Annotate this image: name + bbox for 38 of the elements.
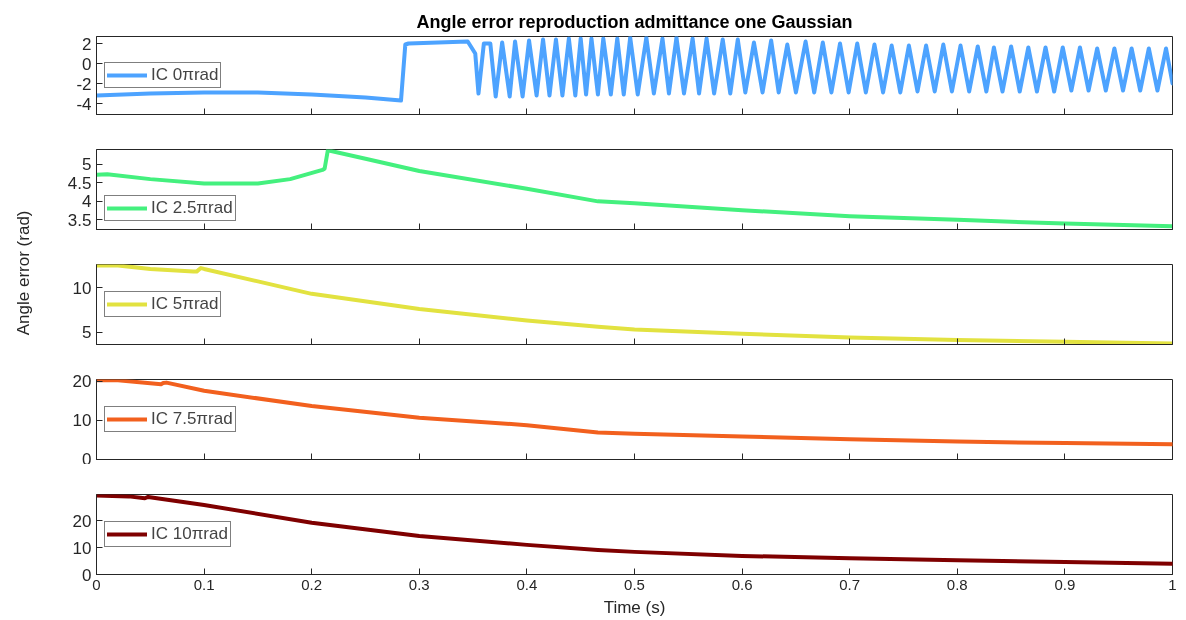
y-tick-label: 3.5 [67, 210, 92, 230]
legend-label: IC 5πrad [151, 294, 219, 314]
line-series [96, 36, 1173, 103]
line-series [96, 149, 1173, 229]
legend-label: IC 10πrad [151, 524, 228, 544]
x-tick-label: 0.7 [839, 575, 861, 593]
legend-label: IC 7.5πrad [151, 409, 233, 429]
y-tick-label: 0 [82, 54, 92, 74]
y-tick-label: 4 [82, 192, 92, 212]
x-tick-label: 1 [1168, 575, 1177, 593]
x-tick-label: 0.8 [946, 575, 968, 593]
y-tick-label: 10 [72, 278, 92, 298]
y-tick-label: 2 [82, 34, 92, 54]
x-axis-title: Time (s) [603, 597, 666, 617]
y-tick-label: 10 [72, 411, 92, 431]
y-tick-label: 5 [82, 155, 92, 175]
y-tick-label: -2 [76, 74, 92, 94]
y-axis-title: Angle error (rad) [14, 210, 34, 336]
x-tick-label: 0.2 [301, 575, 323, 593]
chart-title: Angle error reproduction admittance one Gaussian [416, 11, 853, 32]
y-tick-label: 20 [72, 511, 92, 531]
x-tick-label: 0.6 [731, 575, 753, 593]
x-tick-label: 0.1 [193, 575, 215, 593]
x-tick-label: 0.9 [1054, 575, 1076, 593]
x-tick-label: 0.3 [408, 575, 430, 593]
x-tick-label: 0.4 [516, 575, 538, 593]
legend-label: IC 2.5πrad [151, 198, 233, 218]
y-tick-label: 0 [82, 449, 92, 469]
y-tick-label: -4 [76, 94, 92, 114]
legend-label: IC 0πrad [151, 65, 219, 85]
line-series [96, 494, 1173, 566]
y-tick-label: 20 [72, 372, 92, 392]
x-tick-label: 0.5 [624, 575, 645, 593]
line-series [96, 264, 1173, 345]
y-tick-label: 10 [72, 538, 92, 558]
line-series [96, 379, 1173, 447]
y-tick-label: 5 [82, 323, 92, 343]
y-tick-label: 4.5 [67, 173, 92, 193]
